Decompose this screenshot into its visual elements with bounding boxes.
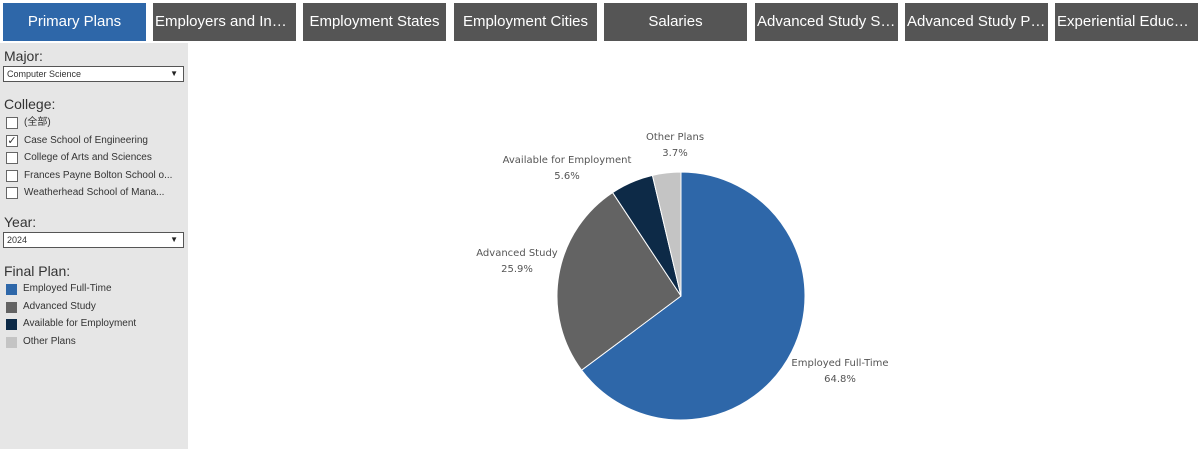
pie-chart: Employed Full-Time 64.8% Advanced Study 25.… (476, 132, 889, 421)
college-option-label: Frances Payne Bolton School o... (24, 170, 173, 181)
year-dropdown[interactable]: 2024 ▼ (3, 232, 184, 248)
caret-down-icon: ▼ (170, 69, 178, 78)
legend-swatch (6, 337, 17, 348)
legend-label: Advanced Study (23, 301, 96, 312)
major-dropdown-value: Computer Science (7, 69, 82, 79)
college-option-label: Weatherhead School of Mana... (24, 187, 165, 198)
year-filter-title: Year: (4, 214, 37, 230)
checkbox-icon[interactable] (6, 117, 18, 129)
year-dropdown-value: 2024 (7, 235, 28, 245)
slice-label-value: 3.7% (662, 148, 687, 159)
slice-label-name: Advanced Study (476, 248, 558, 259)
slice-label-name: Available for Employment (503, 155, 632, 166)
checkbox-icon[interactable] (6, 170, 18, 182)
pie-slice-other-plans[interactable] (651, 171, 682, 297)
legend-label: Available for Employment (23, 318, 137, 329)
college-option-label: College of Arts and Sciences (24, 152, 152, 163)
college-option-label: (全部) (24, 117, 51, 128)
caret-down-icon: ▼ (170, 235, 178, 244)
filter-sidebar: Major: Computer Science ▼ College: (全部) … (0, 43, 188, 449)
slice-label-name: Employed Full-Time (791, 358, 888, 369)
pie-slice-employed-full-time[interactable] (580, 171, 806, 421)
slice-label-value: 64.8% (824, 374, 856, 385)
college-option-case-school-of-engineering[interactable]: ✓ Case School of Engineering (6, 134, 186, 150)
tab-advanced-study-programs[interactable]: Advanced Study Pro... (905, 3, 1048, 41)
slice-label-name: Other Plans (646, 132, 704, 143)
pie-slice-advanced-study[interactable] (556, 191, 682, 371)
tab-primary-plans[interactable]: Primary Plans (3, 3, 146, 41)
tab-salaries[interactable]: Salaries (604, 3, 747, 41)
slice-label-value: 5.6% (554, 171, 579, 182)
legend-item-employed-full-time[interactable]: Employed Full-Time (6, 283, 186, 297)
college-option-weatherhead[interactable]: Weatherhead School of Mana... (6, 186, 186, 202)
checkbox-icon[interactable] (6, 152, 18, 164)
chart-area: Employed Full-Time 64.8% Advanced Study 25.… (188, 43, 1200, 449)
legend-swatch (6, 302, 17, 313)
legend-item-available-for-employment[interactable]: Available for Employment (6, 318, 186, 332)
college-option-all[interactable]: (全部) (6, 116, 186, 132)
checkbox-icon[interactable] (6, 187, 18, 199)
major-dropdown[interactable]: Computer Science ▼ (3, 66, 184, 82)
major-filter-title: Major: (4, 48, 43, 64)
legend-item-other-plans[interactable]: Other Plans (6, 336, 186, 350)
college-option-arts-and-sciences[interactable]: College of Arts and Sciences (6, 151, 186, 167)
tab-experiential-education[interactable]: Experiential Education (1055, 3, 1198, 41)
tab-employers-and-industries[interactable]: Employers and Indu... (153, 3, 296, 41)
legend-label: Other Plans (23, 336, 76, 347)
tab-employment-states[interactable]: Employment States (303, 3, 446, 41)
legend-label: Employed Full-Time (23, 283, 112, 294)
slice-label-value: 25.9% (501, 264, 533, 275)
college-option-frances-payne-bolton[interactable]: Frances Payne Bolton School o... (6, 169, 186, 185)
legend-title: Final Plan: (4, 263, 71, 279)
checked-checkbox-icon[interactable]: ✓ (6, 135, 18, 147)
tab-employment-cities[interactable]: Employment Cities (454, 3, 597, 41)
college-option-label: Case School of Engineering (24, 135, 148, 146)
dashboard-tab-bar: Primary Plans Employers and Indu... Empl… (3, 3, 1200, 41)
legend-swatch (6, 284, 17, 295)
tab-advanced-study-schools[interactable]: Advanced Study Sc... (755, 3, 898, 41)
college-filter-title: College: (4, 96, 56, 112)
legend-swatch (6, 319, 17, 330)
legend-item-advanced-study[interactable]: Advanced Study (6, 301, 186, 315)
